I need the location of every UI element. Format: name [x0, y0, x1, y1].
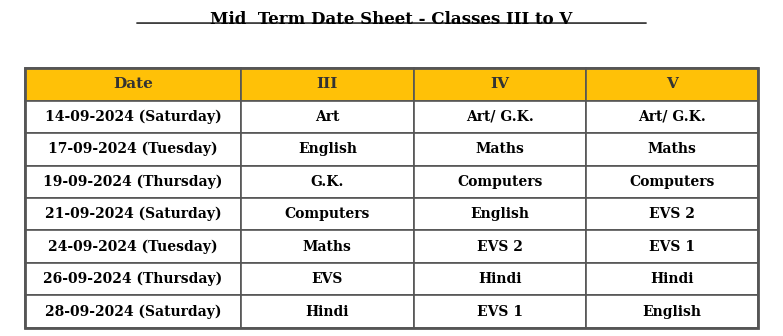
- FancyBboxPatch shape: [586, 230, 758, 263]
- FancyBboxPatch shape: [413, 230, 586, 263]
- FancyBboxPatch shape: [241, 68, 413, 100]
- Text: Art/ G.K.: Art/ G.K.: [638, 110, 706, 124]
- Text: EVS 1: EVS 1: [649, 240, 695, 254]
- Text: V: V: [666, 77, 678, 91]
- FancyBboxPatch shape: [241, 230, 413, 263]
- Text: Date: Date: [113, 77, 153, 91]
- Text: 17-09-2024 (Tuesday): 17-09-2024 (Tuesday): [49, 142, 218, 157]
- FancyBboxPatch shape: [25, 166, 241, 198]
- Text: 19-09-2024 (Thursday): 19-09-2024 (Thursday): [43, 174, 222, 189]
- FancyBboxPatch shape: [413, 198, 586, 230]
- FancyBboxPatch shape: [25, 100, 241, 133]
- FancyBboxPatch shape: [413, 68, 586, 100]
- FancyBboxPatch shape: [241, 198, 413, 230]
- FancyBboxPatch shape: [586, 68, 758, 100]
- FancyBboxPatch shape: [241, 295, 413, 328]
- FancyBboxPatch shape: [413, 263, 586, 295]
- FancyBboxPatch shape: [413, 100, 586, 133]
- Text: Art/ G.K.: Art/ G.K.: [466, 110, 533, 124]
- FancyBboxPatch shape: [586, 133, 758, 166]
- Text: EVS 2: EVS 2: [649, 207, 695, 221]
- Text: English: English: [470, 207, 529, 221]
- Text: 14-09-2024 (Saturday): 14-09-2024 (Saturday): [45, 110, 222, 124]
- Text: Mid  Term Date Sheet - Classes III to V: Mid Term Date Sheet - Classes III to V: [211, 11, 572, 28]
- Text: English: English: [643, 305, 702, 319]
- Text: 24-09-2024 (Tuesday): 24-09-2024 (Tuesday): [49, 240, 218, 254]
- FancyBboxPatch shape: [586, 100, 758, 133]
- Text: Maths: Maths: [648, 142, 696, 156]
- Text: IV: IV: [490, 77, 509, 91]
- Text: Art: Art: [315, 110, 340, 124]
- FancyBboxPatch shape: [586, 198, 758, 230]
- FancyBboxPatch shape: [413, 166, 586, 198]
- FancyBboxPatch shape: [241, 100, 413, 133]
- Text: Hindi: Hindi: [305, 305, 349, 319]
- Text: III: III: [316, 77, 338, 91]
- FancyBboxPatch shape: [25, 68, 241, 100]
- Text: Computers: Computers: [457, 175, 543, 189]
- FancyBboxPatch shape: [586, 263, 758, 295]
- FancyBboxPatch shape: [25, 198, 241, 230]
- Text: English: English: [298, 142, 357, 156]
- Text: 26-09-2024 (Thursday): 26-09-2024 (Thursday): [43, 272, 222, 286]
- Text: Computers: Computers: [630, 175, 715, 189]
- FancyBboxPatch shape: [413, 133, 586, 166]
- Text: EVS: EVS: [312, 272, 343, 286]
- Text: 21-09-2024 (Saturday): 21-09-2024 (Saturday): [45, 207, 222, 221]
- Text: Hindi: Hindi: [478, 272, 521, 286]
- Text: G.K.: G.K.: [311, 175, 344, 189]
- Text: EVS 1: EVS 1: [477, 305, 523, 319]
- FancyBboxPatch shape: [413, 295, 586, 328]
- Text: Computers: Computers: [285, 207, 370, 221]
- FancyBboxPatch shape: [25, 230, 241, 263]
- Text: 28-09-2024 (Saturday): 28-09-2024 (Saturday): [45, 304, 222, 319]
- FancyBboxPatch shape: [586, 166, 758, 198]
- Text: EVS 2: EVS 2: [477, 240, 522, 254]
- Text: Maths: Maths: [303, 240, 352, 254]
- FancyBboxPatch shape: [241, 166, 413, 198]
- FancyBboxPatch shape: [241, 133, 413, 166]
- FancyBboxPatch shape: [25, 133, 241, 166]
- FancyBboxPatch shape: [241, 263, 413, 295]
- FancyBboxPatch shape: [25, 295, 241, 328]
- Text: Hindi: Hindi: [650, 272, 694, 286]
- FancyBboxPatch shape: [25, 263, 241, 295]
- Text: Maths: Maths: [475, 142, 524, 156]
- FancyBboxPatch shape: [586, 295, 758, 328]
